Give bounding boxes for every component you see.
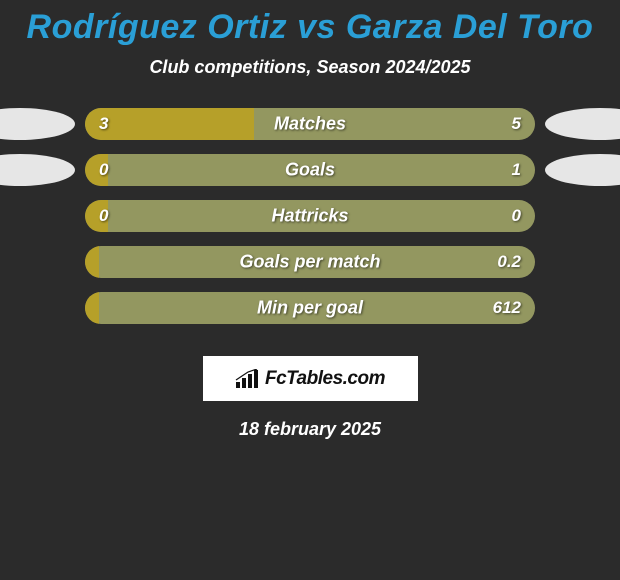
bar-chart-icon <box>235 369 259 389</box>
stat-label: Min per goal <box>257 298 363 319</box>
comparison-card: Rodríguez Ortiz vs Garza Del Toro Club c… <box>0 0 620 440</box>
brand-badge[interactable]: FcTables.com <box>203 356 418 401</box>
player-right-oval <box>545 292 620 324</box>
player-left-oval <box>0 292 75 324</box>
player-left-oval <box>0 200 75 232</box>
stat-right-value: 612 <box>493 298 521 318</box>
page-title: Rodríguez Ortiz vs Garza Del Toro <box>27 8 594 47</box>
stat-bar: 612 Min per goal <box>85 292 535 324</box>
stat-row: 0 0 Hattricks <box>20 200 600 232</box>
player-right-oval <box>545 154 620 186</box>
stat-right-value: 5 <box>512 114 521 134</box>
stat-left-value: 3 <box>99 114 108 134</box>
stat-left-value: 0 <box>99 160 108 180</box>
player-left-oval <box>0 246 75 278</box>
brand-text: FcTables.com <box>265 368 385 390</box>
stat-row: 612 Min per goal <box>20 292 600 324</box>
stat-bar: 0 0 Hattricks <box>85 200 535 232</box>
stat-label: Goals <box>285 160 335 181</box>
stat-bar: 3 5 Matches <box>85 108 535 140</box>
player-left-oval <box>0 154 75 186</box>
stat-row: 0 1 Goals <box>20 154 600 186</box>
stat-bar-fill <box>85 108 254 140</box>
stat-bar: 0 1 Goals <box>85 154 535 186</box>
stat-bar-fill <box>85 246 99 278</box>
stat-row: 3 5 Matches <box>20 108 600 140</box>
player-left-oval <box>0 108 75 140</box>
stat-left-value: 0 <box>99 206 108 226</box>
stat-right-value: 1 <box>512 160 521 180</box>
stat-right-value: 0 <box>512 206 521 226</box>
player-right-oval <box>545 246 620 278</box>
stat-label: Matches <box>274 114 346 135</box>
stat-bar: 0.2 Goals per match <box>85 246 535 278</box>
comparison-chart: 3 5 Matches 0 1 Goals 0 0 Hattricks 0.2 Goals per … <box>20 108 600 338</box>
stat-bar-fill <box>85 292 99 324</box>
stat-row: 0.2 Goals per match <box>20 246 600 278</box>
player-right-oval <box>545 108 620 140</box>
stat-label: Hattricks <box>271 206 348 227</box>
stat-label: Goals per match <box>239 252 380 273</box>
player-right-oval <box>545 200 620 232</box>
stat-right-value: 0.2 <box>497 252 521 272</box>
subtitle: Club competitions, Season 2024/2025 <box>149 57 470 78</box>
date-label: 18 february 2025 <box>239 419 381 440</box>
